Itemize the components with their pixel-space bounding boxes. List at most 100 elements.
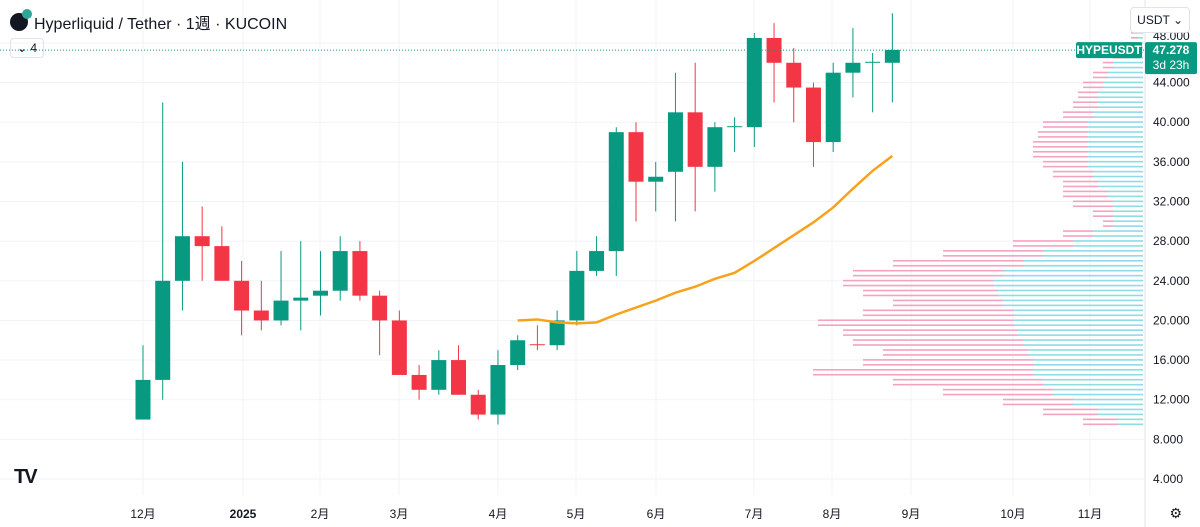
volume-profile-up-bar [1023, 344, 1143, 346]
y-tick-label: 40.000 [1153, 115, 1190, 129]
volume-profile-up-bar [1033, 364, 1143, 366]
y-tick-label: 28.000 [1153, 234, 1190, 248]
volume-profile-down-bar [1043, 160, 1088, 163]
volume-profile-up-bar [1013, 309, 1143, 312]
volume-profile-down-bar [1063, 230, 1093, 232]
volume-profile-down-bar [1093, 210, 1113, 213]
candle-up [293, 297, 309, 301]
volume-profile-up-bar [1103, 86, 1143, 89]
volume-profile-up-bar [1053, 393, 1143, 396]
y-tick-label: 24.000 [1153, 274, 1190, 288]
volume-profile-down-bar [1043, 408, 1098, 411]
volume-profile-down-bar [863, 314, 1013, 317]
volume-profile-down-bar [1131, 37, 1137, 39]
volume-profile-up-bar [1023, 259, 1143, 262]
volume-profile-down-bar [843, 284, 993, 287]
volume-profile-up-bar [1113, 220, 1143, 222]
volume-profile-up-bar [998, 289, 1143, 292]
volume-profile-down-bar [863, 309, 1013, 312]
x-tick-label: 10月 [1000, 507, 1025, 521]
volume-profile-down-bar [863, 359, 1033, 361]
volume-profile-down-bar [1043, 413, 1098, 416]
candle-up [667, 112, 683, 172]
volume-profile-down-bar [863, 364, 1033, 366]
x-tick-label: 6月 [647, 507, 666, 521]
volume-profile-up-bar [1073, 398, 1143, 401]
hyperliquid-logo-icon [10, 9, 32, 31]
volume-profile-up-bar [1033, 373, 1143, 376]
last-price-label: 47.278 [1153, 43, 1190, 57]
volume-profile-down-bar [1103, 220, 1113, 222]
volume-profile-down-bar [1003, 403, 1073, 406]
volume-profile-down-bar [943, 393, 1053, 396]
volume-profile-down-bar [818, 324, 1013, 326]
volume-profile-down-bar [883, 349, 1028, 351]
volume-profile-down-bar [883, 354, 1028, 356]
currency-select[interactable]: USDT ⌄ [1130, 7, 1190, 33]
volume-profile-up-bar [1103, 81, 1143, 84]
volume-profile-up-bar [1043, 250, 1143, 252]
volume-profile-up-bar [1113, 61, 1143, 64]
volume-profile-up-bar [1018, 329, 1143, 331]
volume-profile-up-bar [1137, 37, 1143, 39]
volume-profile-down-bar [1078, 96, 1098, 99]
volume-profile-up-bar [1013, 324, 1143, 326]
candle-down [234, 280, 250, 311]
x-tick-label: 2月 [311, 507, 330, 521]
y-tick-label: 32.000 [1153, 195, 1190, 209]
volume-profile-up-bar [1093, 230, 1143, 232]
volume-profile-down-bar [943, 255, 1043, 257]
candle-down [805, 87, 821, 143]
volume-profile-up-bar [1003, 269, 1143, 272]
volume-profile-up-bar [1013, 314, 1143, 317]
candle-up [608, 132, 624, 252]
x-tick-label: 3月 [390, 507, 409, 521]
indicators-toggle-button[interactable]: ⌄ 4 [10, 38, 45, 58]
volume-profile-down-bar [1083, 86, 1103, 89]
volume-profile-down-bar [1038, 131, 1088, 133]
volume-profile-up-bar [1043, 255, 1143, 257]
volume-profile-down-bar [1073, 200, 1113, 203]
volume-profile-down-bar [893, 383, 1043, 386]
volume-profile-down-bar [893, 304, 1003, 307]
volume-profile-up-bar [1093, 116, 1143, 118]
volume-profile-up-bar [1088, 155, 1143, 158]
settings-icon[interactable]: ⚙ [1169, 505, 1182, 521]
y-tick-label: 4.000 [1153, 472, 1183, 486]
volume-profile-down-bar [1073, 106, 1098, 108]
volume-profile-down-bar [943, 388, 1053, 391]
candle-up [273, 300, 289, 321]
volume-profile-down-bar [1033, 155, 1088, 158]
volume-profile-down-bar [1003, 398, 1073, 401]
volume-profile-down-bar [843, 329, 1018, 331]
volume-profile-up-bar [1023, 339, 1143, 341]
symbol-label-bg [1076, 42, 1142, 59]
volume-profile-down-bar [1043, 126, 1088, 128]
volume-profile-down-bar [853, 344, 1023, 346]
volume-profile-up-bar [1118, 423, 1143, 426]
volume-profile-up-bar [1098, 91, 1143, 94]
volume-profile-up-bar [1003, 304, 1143, 307]
volume-profile-up-bar [1098, 408, 1143, 411]
candle-down [529, 344, 545, 346]
candle-down [687, 112, 703, 167]
volume-profile-up-bar [1108, 76, 1143, 79]
candle-up [431, 360, 447, 390]
y-tick-label: 36.000 [1153, 155, 1190, 169]
volume-profile-down-bar [1038, 136, 1088, 138]
volume-profile-down-bar [1063, 111, 1093, 113]
volume-profile-up-bar [1108, 190, 1143, 193]
volume-profile-down-bar [1083, 418, 1118, 421]
tradingview-logo-icon[interactable]: TV [14, 466, 38, 488]
volume-profile-down-bar [1078, 91, 1098, 94]
volume-profile-up-bar [1108, 195, 1143, 198]
volume-profile-down-bar [1013, 245, 1073, 247]
volume-profile-up-bar [1073, 403, 1143, 406]
volume-profile-up-bar [1088, 141, 1143, 143]
symbol-title[interactable]: Hyperliquid / Tether · 1週 · KUCOIN [10, 9, 287, 34]
volume-profile-up-bar [1033, 368, 1143, 371]
volume-profile-up-bar [1073, 240, 1143, 242]
volume-profile-up-bar [1098, 101, 1143, 104]
